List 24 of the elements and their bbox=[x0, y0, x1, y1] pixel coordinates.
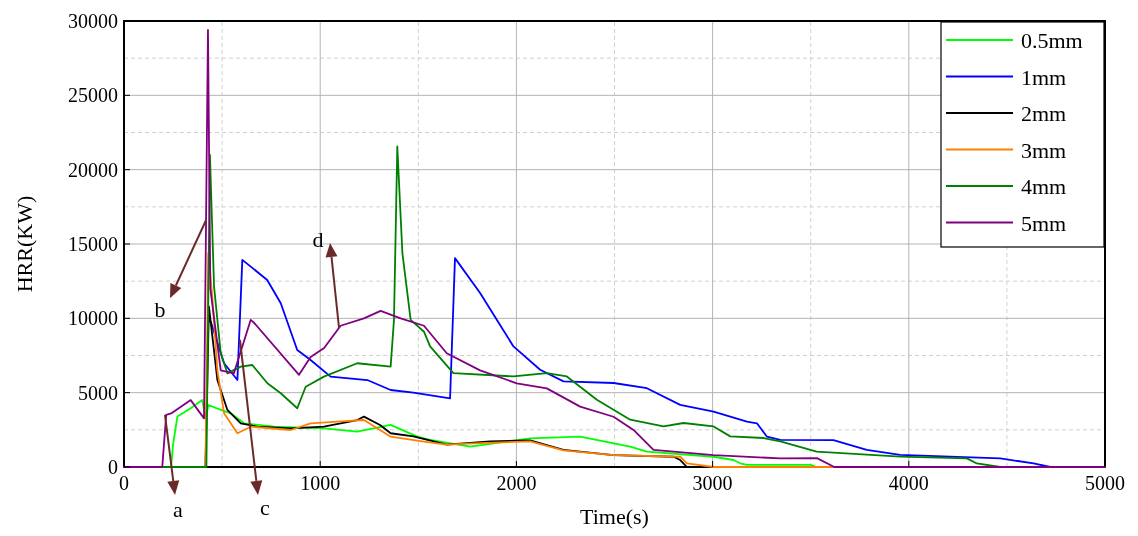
y-tick-label: 20000 bbox=[68, 158, 118, 181]
y-tick-label: 0 bbox=[108, 456, 118, 478]
x-tick-label: 3000 bbox=[692, 472, 733, 494]
legend-label: 5mm bbox=[1021, 210, 1067, 236]
x-tick-label: 4000 bbox=[888, 472, 929, 494]
annotation: b bbox=[154, 297, 166, 323]
legend-label: 4mm bbox=[1021, 174, 1067, 199]
legend-label: 3mm bbox=[1021, 137, 1067, 163]
legend-label: 2mm bbox=[1021, 101, 1067, 126]
y-axis-title: HRR(KW) bbox=[12, 195, 37, 293]
annotation: a bbox=[173, 496, 184, 522]
x-axis-title: Time(s) bbox=[580, 504, 649, 529]
y-tick-label: 30000 bbox=[68, 10, 118, 32]
x-tick-label: 5000 bbox=[1085, 472, 1125, 494]
x-tick-label: 1000 bbox=[300, 472, 341, 494]
legend-label: 1mm bbox=[1021, 64, 1067, 90]
y-tick-label: 25000 bbox=[68, 84, 118, 107]
x-tick-label: 2000 bbox=[496, 472, 537, 494]
legend-label: 0.5mm bbox=[1021, 28, 1083, 53]
y-tick-label: 15000 bbox=[68, 233, 118, 255]
y-tick-label: 5000 bbox=[78, 381, 118, 404]
annotation: d bbox=[312, 227, 324, 252]
annotation: c bbox=[260, 494, 271, 520]
y-tick-label: 10000 bbox=[68, 307, 118, 330]
